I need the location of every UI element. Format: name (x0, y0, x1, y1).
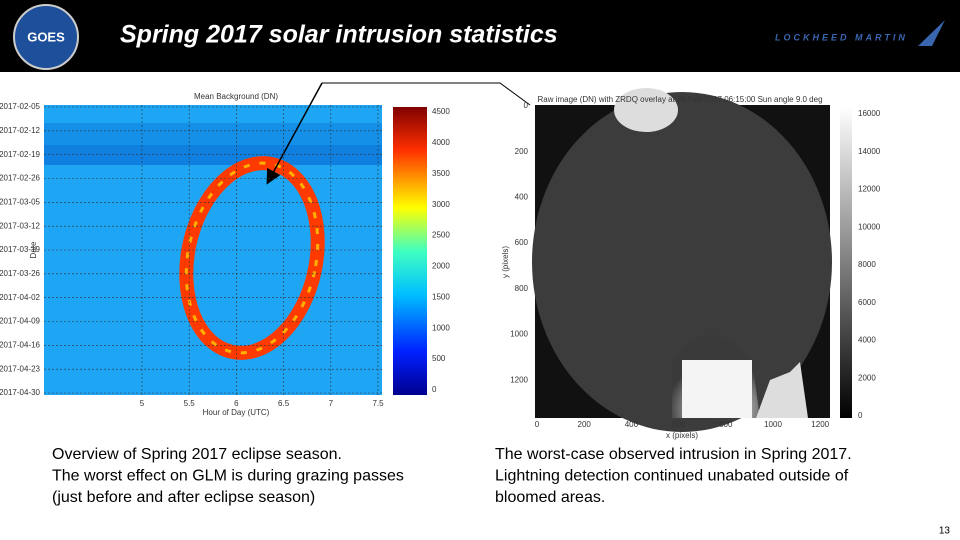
x-tick-label: 0 (535, 420, 540, 429)
caption-line: Lightning detection continued unabated o… (495, 468, 849, 485)
colorbar-label: 3000 (432, 200, 450, 209)
colorbar-label: 0 (858, 411, 863, 420)
x-label: Hour of Day (UTC) (203, 408, 270, 417)
colorbar-label: 12000 (858, 185, 881, 194)
x-label: x (pixels) (666, 431, 698, 440)
arrow (266, 82, 323, 185)
fig-title: Raw image (DN) with ZRDQ overlay at 26 F… (537, 95, 822, 104)
colorbar-label: 1000 (432, 323, 450, 332)
y-label: Date (29, 241, 38, 258)
x-tick-label: 400 (625, 420, 639, 429)
colorbar (840, 107, 852, 418)
y-tick-label: 800 (515, 284, 529, 293)
y-tick-label: 2017-02-05 (0, 102, 41, 111)
y-tick-label: 1200 (510, 375, 528, 384)
y-tick-label: 400 (515, 193, 529, 202)
fig-title: Mean Background (DN) (194, 92, 278, 101)
caption-line: Overview of Spring 2017 eclipse season. (52, 446, 342, 463)
colorbar-label: 4000 (432, 138, 450, 147)
colorbar-label: 14000 (858, 147, 881, 156)
colorbar-label: 4500 (432, 107, 450, 116)
colorbar-label: 8000 (858, 260, 876, 269)
header-bar (0, 0, 960, 72)
y-tick-label: 2017-04-02 (0, 293, 41, 302)
logo-right: LOCKHEED MARTIN (775, 32, 908, 42)
colorbar-label: 3500 (432, 169, 450, 178)
y-tick-label: 2017-04-16 (0, 340, 41, 349)
colorbar-label: 16000 (858, 109, 881, 118)
x-tick-label: 1200 (811, 420, 829, 429)
y-tick-label: 600 (515, 238, 529, 247)
bloom-edge (756, 362, 808, 418)
colorbar-label: 10000 (858, 222, 881, 231)
caption-line: bloomed areas. (495, 489, 605, 506)
y-tick-label: 2017-03-26 (0, 269, 41, 278)
x-tick-label: 5 (140, 399, 145, 408)
y-tick-label: 200 (515, 147, 529, 156)
y-label: y (pixels) (501, 246, 510, 278)
y-tick-label: 1000 (510, 330, 528, 339)
y-tick-label: 0 (524, 101, 529, 110)
x-tick-label: 200 (578, 420, 592, 429)
logo-star (918, 20, 945, 46)
connector (322, 82, 531, 106)
colorbar (393, 107, 427, 395)
y-tick-label: 2017-02-26 (0, 174, 41, 183)
caption-line: The worst effect on GLM is during grazin… (52, 468, 404, 485)
caption-line: The worst-case observed intrusion in Spr… (495, 446, 852, 463)
y-tick-label: 2017-02-12 (0, 126, 41, 135)
y-tick-label: 2017-04-23 (0, 364, 41, 373)
y-tick-label: 2017-03-12 (0, 221, 41, 230)
y-tick-label: 2017-02-19 (0, 150, 41, 159)
y-tick-label: 2017-03-05 (0, 197, 41, 206)
x-tick-label: 1000 (764, 420, 782, 429)
colorbar-label: 0 (432, 385, 437, 394)
colorbar-label: 2500 (432, 231, 450, 240)
y-tick-label: 2017-04-30 (0, 388, 41, 397)
colorbar-label: 500 (432, 354, 446, 363)
colorbar-label: 4000 (858, 336, 876, 345)
page-number: 13 (939, 526, 951, 537)
x-tick-label: 7.5 (372, 399, 384, 408)
colorbar-label: 1500 (432, 292, 450, 301)
bloom-core (682, 360, 752, 418)
x-tick-label: 6 (234, 399, 239, 408)
colorbar-label: 2000 (858, 373, 876, 382)
disk (532, 92, 832, 432)
caption-line: (just before and after eclipse season) (52, 489, 315, 506)
colorbar-label: 6000 (858, 298, 876, 307)
ring-edge (184, 161, 320, 355)
y-tick-label: 2017-03-19 (0, 245, 41, 254)
logo-left (13, 4, 79, 70)
colorbar-label: 2000 (432, 262, 450, 271)
x-tick-label: 5.5 (184, 399, 196, 408)
title: Spring 2017 solar intrusion statistics (120, 21, 558, 49)
x-tick-label: 600 (672, 420, 686, 429)
x-tick-label: 7 (329, 399, 334, 408)
bloom-top (614, 88, 678, 132)
y-tick-label: 2017-04-09 (0, 317, 41, 326)
heatmap-band (44, 145, 382, 165)
logo-left-text: GOES (27, 29, 65, 44)
x-tick-label: 800 (719, 420, 733, 429)
x-tick-label: 6.5 (278, 399, 290, 408)
